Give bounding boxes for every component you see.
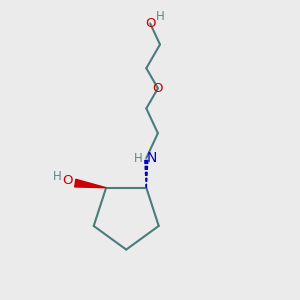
Text: N: N [146, 151, 157, 165]
Polygon shape [146, 178, 147, 181]
Text: H: H [52, 170, 61, 183]
Text: H: H [134, 152, 142, 164]
Polygon shape [75, 179, 106, 188]
Text: O: O [145, 17, 155, 30]
Text: O: O [153, 82, 163, 95]
Polygon shape [146, 172, 147, 175]
Text: H: H [156, 11, 165, 23]
Polygon shape [145, 166, 148, 169]
Polygon shape [145, 160, 148, 164]
Text: O: O [63, 174, 73, 187]
